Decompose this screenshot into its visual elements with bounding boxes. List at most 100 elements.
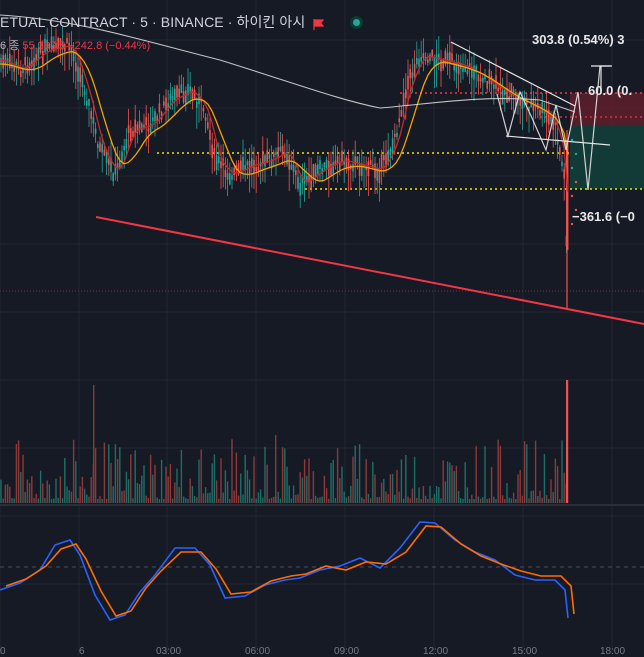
candle-body <box>385 153 387 168</box>
volume-bar <box>99 496 101 503</box>
candle-body <box>548 109 550 125</box>
volume-bar <box>284 448 286 503</box>
candle-body <box>61 42 64 50</box>
volume-bar <box>262 497 264 503</box>
candle-body <box>42 50 44 65</box>
candle-body <box>193 90 196 100</box>
x-tick: 18:00 <box>600 646 626 657</box>
volume-bar <box>413 456 416 503</box>
volume-bar <box>376 497 378 503</box>
candle-body <box>152 117 154 122</box>
volume-bar <box>464 462 466 503</box>
volume-bar <box>499 445 502 503</box>
ma-mid-line <box>0 51 569 182</box>
measure-down-label[interactable]: −361.6 (−0 <box>572 209 635 224</box>
candle-body <box>207 122 209 129</box>
volume-bar <box>431 498 433 503</box>
volume-bar <box>79 486 81 503</box>
volume-bar <box>149 454 152 503</box>
symbol-title[interactable]: ETUAL CONTRACT · 5 · BINANCE · 하이킨 아시 <box>0 14 306 30</box>
candle-body <box>566 140 569 250</box>
volume-bar <box>11 498 13 503</box>
candle-body <box>46 39 48 52</box>
candle-body <box>455 62 458 73</box>
volume-bar <box>61 498 64 503</box>
volume-bar <box>143 465 145 503</box>
volume-bar <box>198 459 200 503</box>
volume-bar <box>119 447 121 503</box>
candle-body <box>22 68 24 74</box>
volume-bar <box>246 470 249 503</box>
candle-body <box>352 163 354 172</box>
target-level-label[interactable]: 60.0 (0. <box>588 83 633 98</box>
volume-bar <box>374 474 376 503</box>
volume-bar <box>528 498 530 503</box>
volume-bar <box>20 471 22 503</box>
volume-bar <box>248 479 251 503</box>
candle-body <box>213 147 216 155</box>
candle-body <box>79 67 81 83</box>
ohlc-legend: 6 종 55,367.5 −242.8 (−0.44%) <box>0 37 150 53</box>
candle-body <box>545 109 548 123</box>
volume-bar <box>97 498 99 503</box>
candle-body <box>182 90 185 103</box>
macd-line <box>0 521 569 621</box>
candle-body <box>59 38 62 47</box>
volume-bar <box>490 466 493 503</box>
symbol-header[interactable]: ETUAL CONTRACT · 5 · BINANCE · 하이킨 아시 <box>0 12 364 32</box>
market-status-icon[interactable] <box>350 15 364 29</box>
volume-bar <box>103 442 106 503</box>
volume-bar <box>182 496 185 503</box>
volume-bar <box>50 498 53 503</box>
volume-bar <box>108 444 110 503</box>
volume-bar <box>2 498 4 503</box>
volume-bar <box>295 494 297 503</box>
projection-path <box>496 65 612 191</box>
candle-body <box>341 150 343 162</box>
candle-body <box>20 71 22 77</box>
volume-bar <box>488 498 491 503</box>
candle-body <box>70 47 73 52</box>
volume-bar <box>405 454 407 503</box>
candle-body <box>429 54 431 61</box>
position-zones[interactable] <box>570 93 644 189</box>
volume-bar <box>145 495 147 503</box>
volume-bar <box>138 483 141 503</box>
candle-body <box>378 168 381 183</box>
candle-body <box>88 99 90 106</box>
flag-icon[interactable] <box>313 17 325 30</box>
trend-drawings[interactable] <box>95 41 644 325</box>
measure-up-label[interactable]: 303.8 (0.54%) 3 <box>532 32 625 47</box>
descending-trendline <box>95 216 644 325</box>
ohlc-label: 6 종 <box>0 40 20 52</box>
candle-body <box>552 120 554 130</box>
ohlc-close: 55,367.5 <box>22 40 66 52</box>
candle-body <box>515 94 517 107</box>
candle-body <box>116 162 119 168</box>
long-zone <box>570 126 644 189</box>
oscillator-lines <box>0 521 575 621</box>
candle-body <box>187 83 189 96</box>
volume-bar <box>422 486 425 503</box>
candle-body <box>477 74 480 82</box>
candle-body <box>277 147 279 159</box>
volume-bar <box>220 458 222 503</box>
x-tick: 6 <box>79 646 85 657</box>
volume-bar <box>4 484 7 503</box>
candle-body <box>462 67 464 72</box>
candle-body <box>345 157 348 168</box>
candle-body <box>33 57 35 72</box>
candle-body <box>4 54 7 66</box>
candle-body <box>103 149 106 156</box>
candle-body <box>411 72 414 79</box>
candle-body <box>270 159 273 169</box>
trail-dot <box>570 166 574 170</box>
candle-body <box>264 155 266 167</box>
volume-bar <box>495 498 497 503</box>
volume-bar-spike <box>566 380 569 503</box>
candle-body <box>13 66 15 72</box>
volume-bar <box>559 498 561 503</box>
candle-body <box>101 144 103 153</box>
